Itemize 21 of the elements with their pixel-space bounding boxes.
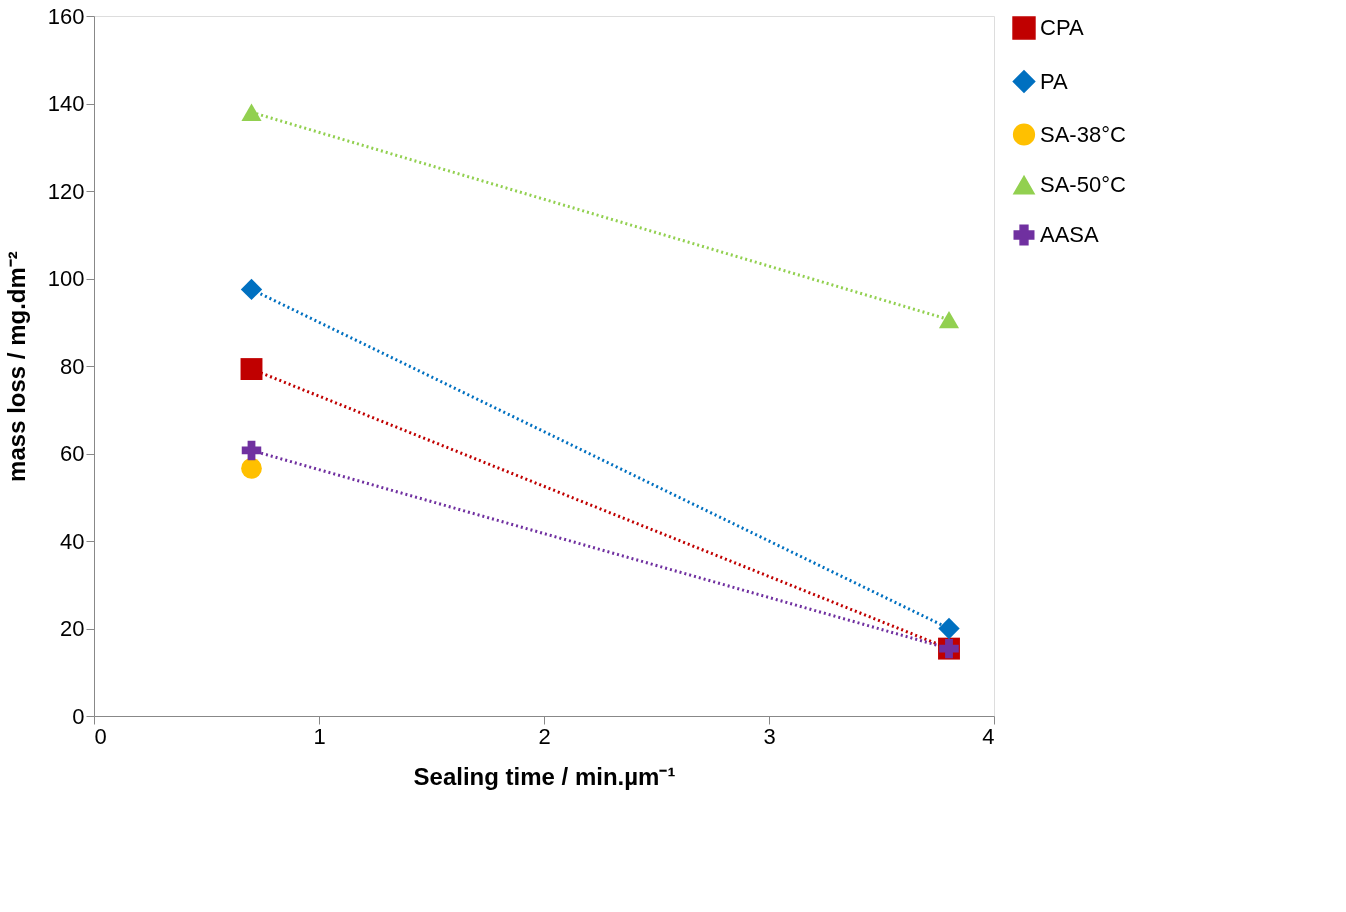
x-tick-label: 2 [538,723,551,749]
y-tick-label: 60 [60,441,85,466]
y-tick-label: 0 [72,703,85,729]
y-axis-title: mass loss / mg.dm⁻² [2,251,30,482]
legend-label: AASA [1040,222,1100,247]
legend-label: CPA [1040,15,1084,40]
y-tick-label: 120 [47,178,85,204]
y-tick-label: 140 [47,91,85,116]
x-tick-label: 4 [982,723,995,749]
legend-label: SA-50°C [1040,172,1126,197]
y-tick-label: 80 [60,353,85,379]
y-tick-label: 20 [60,616,85,641]
x-axis-title: Sealing time / min.µm⁻¹ [413,762,676,790]
x-tick-label: 3 [763,723,776,749]
y-tick-label: 40 [60,528,85,554]
y-tick-label: 100 [47,266,85,291]
legend-label: SA-38°C [1040,121,1126,147]
x-tick-label: 0 [94,723,107,749]
y-tick-label: 160 [47,3,85,29]
x-tick-label: 1 [313,723,326,749]
legend-label: PA [1040,68,1069,94]
